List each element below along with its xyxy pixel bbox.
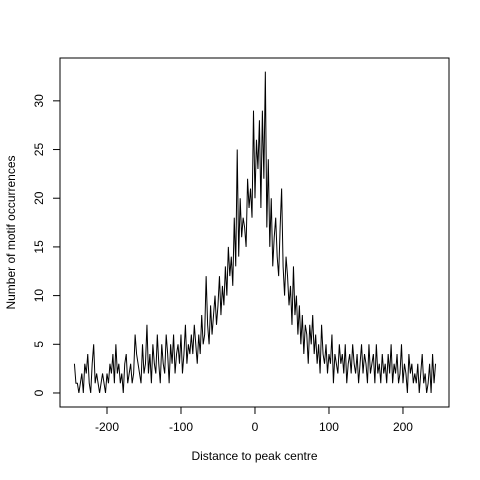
x-tick-label: -200 (95, 420, 119, 434)
y-tick-label: 5 (32, 341, 46, 348)
x-tick-label: -100 (169, 420, 193, 434)
y-tick-label: 15 (32, 240, 46, 254)
y-tick-label: 0 (32, 389, 46, 396)
y-axis-title: Number of motif occurrences (4, 155, 18, 309)
data-line (73, 71, 437, 394)
y-tick-label: 25 (32, 143, 46, 157)
y-tick-label: 20 (32, 191, 46, 205)
x-tick-label: 200 (393, 420, 413, 434)
x-axis-title: Distance to peak centre (191, 449, 317, 463)
y-tick-label: 10 (32, 289, 46, 303)
x-tick-label: 100 (319, 420, 339, 434)
x-tick-label: 0 (252, 420, 259, 434)
y-tick-label: 30 (32, 94, 46, 108)
